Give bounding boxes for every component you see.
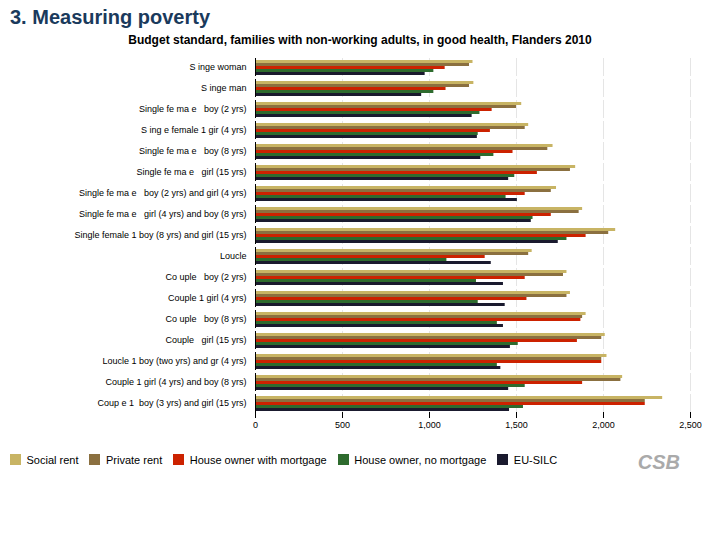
svg-text:Couple girl (15 yrs): Couple girl (15 yrs): [165, 335, 246, 345]
svg-text:Single fe ma e girl (4 yrs): Single fe ma e girl (4 yrs) and boy (8 y…: [79, 209, 247, 219]
svg-text:S ing e female 1 gir (4 yrs): S ing e female 1 gir (4 yrs): [141, 125, 247, 135]
html-text:CSB: CSB: [637, 450, 680, 473]
svg-text:Single female 1 boy (8 yrs) an: Single female 1 boy (8 yrs) and girl (15…: [74, 230, 246, 240]
svg-text:Couple 1 girl (4 yrs): Couple 1 girl (4 yrs): [168, 293, 247, 303]
svg-text:500: 500: [335, 420, 350, 430]
svg-text:Co uple boy (8 yrs): Co uple boy (8 yrs): [165, 314, 246, 324]
html-text:3. Measuring poverty: 3. Measuring poverty: [10, 6, 211, 28]
html-text:Private rent: Private rent: [106, 453, 163, 466]
svg-text:Co uple boy (2 yrs): Co uple boy (2 yrs): [165, 272, 246, 282]
svg-text:Single fe ma e boy (2 yrs): Single fe ma e boy (2 yrs): [139, 104, 247, 114]
svg-text:2,000: 2,000: [592, 420, 615, 430]
svg-text:S inge man: S inge man: [201, 83, 247, 93]
svg-text:Loucle 1 boy (two yrs) and gr: Loucle 1 boy (two yrs) and gr (4 yrs): [102, 356, 246, 366]
svg-text:Single fe ma e girl (15 yrs): Single fe ma e girl (15 yrs): [136, 167, 246, 177]
html-text:House owner, no mortgage: House owner, no mortgage: [354, 453, 487, 466]
svg-text:S inge woman: S inge woman: [189, 62, 246, 72]
svg-text:1,500: 1,500: [505, 420, 528, 430]
svg-text:Single fe ma e boy (2 yrs) a: Single fe ma e boy (2 yrs) and girl (4 y…: [79, 188, 247, 198]
html-text:House owner with mortgage: House owner with mortgage: [189, 453, 327, 466]
html-text:EU-SILC: EU-SILC: [513, 453, 558, 466]
svg-text:Couple 1 girl (4 yrs) and boy: Couple 1 girl (4 yrs) and boy (8 yrs): [105, 377, 246, 387]
svg-text:Loucle: Loucle: [220, 251, 247, 261]
svg-text:0: 0: [253, 420, 258, 430]
svg-text:1,000: 1,000: [418, 420, 441, 430]
svg-text:Single fe ma e boy (8 yrs): Single fe ma e boy (8 yrs): [139, 146, 247, 156]
html-text:Budget standard, families with: Budget standard, families with non-worki…: [128, 33, 592, 47]
html-text:Social rent: Social rent: [26, 453, 79, 466]
svg-text:2,500: 2,500: [679, 420, 702, 430]
svg-text:Coup e 1 boy (3 yrs) and girl: Coup e 1 boy (3 yrs) and girl (15 yrs): [97, 398, 246, 408]
